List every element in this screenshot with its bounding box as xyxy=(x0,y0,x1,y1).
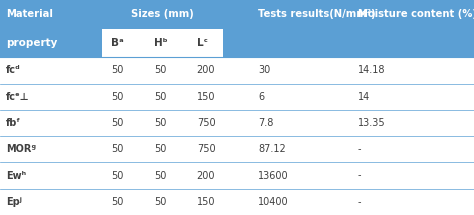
Text: property: property xyxy=(6,38,57,48)
Text: 50: 50 xyxy=(154,197,166,207)
Text: 10400: 10400 xyxy=(258,197,289,207)
Text: 50: 50 xyxy=(154,144,166,154)
Text: 14: 14 xyxy=(358,92,370,102)
Bar xyxy=(102,29,223,57)
Bar xyxy=(0,0,474,29)
Text: 87.12: 87.12 xyxy=(258,144,286,154)
Text: 13600: 13600 xyxy=(258,170,289,181)
Text: fcᵉ⊥: fcᵉ⊥ xyxy=(6,92,29,102)
Text: -: - xyxy=(358,170,361,181)
Text: Bᵃ: Bᵃ xyxy=(111,38,124,48)
Text: 50: 50 xyxy=(154,170,166,181)
Text: 50: 50 xyxy=(111,66,124,75)
Text: Hᵇ: Hᵇ xyxy=(154,38,168,48)
Text: -: - xyxy=(358,144,361,154)
Bar xyxy=(0,163,474,189)
Text: fbᶠ: fbᶠ xyxy=(6,118,21,128)
Text: 50: 50 xyxy=(111,144,124,154)
Text: 7.8: 7.8 xyxy=(258,118,273,128)
Bar xyxy=(0,110,474,136)
Text: 50: 50 xyxy=(154,66,166,75)
Text: 50: 50 xyxy=(154,92,166,102)
Bar xyxy=(0,29,474,57)
Text: 200: 200 xyxy=(197,66,215,75)
Text: Lᶜ: Lᶜ xyxy=(197,38,208,48)
Text: Epʲ: Epʲ xyxy=(6,197,21,207)
Text: Material: Material xyxy=(6,9,53,19)
Text: fcᵈ: fcᵈ xyxy=(6,66,20,75)
Text: 6: 6 xyxy=(258,92,264,102)
Text: Sizes (mm): Sizes (mm) xyxy=(131,9,194,19)
Text: 50: 50 xyxy=(111,92,124,102)
Bar xyxy=(0,189,474,215)
Text: 50: 50 xyxy=(154,118,166,128)
Text: MORᵍ: MORᵍ xyxy=(6,144,36,154)
Text: 30: 30 xyxy=(258,66,271,75)
Text: -: - xyxy=(358,197,361,207)
Text: 13.35: 13.35 xyxy=(358,118,385,128)
Text: Ewʰ: Ewʰ xyxy=(6,170,26,181)
Text: 50: 50 xyxy=(111,197,124,207)
Text: 200: 200 xyxy=(197,170,215,181)
Text: 150: 150 xyxy=(197,197,215,207)
Text: 750: 750 xyxy=(197,118,215,128)
Text: Moisture content (%): Moisture content (%) xyxy=(358,9,474,19)
Text: 750: 750 xyxy=(197,144,215,154)
Text: 50: 50 xyxy=(111,118,124,128)
Bar xyxy=(0,57,474,84)
Text: 150: 150 xyxy=(197,92,215,102)
Text: 50: 50 xyxy=(111,170,124,181)
Text: 14.18: 14.18 xyxy=(358,66,385,75)
Bar xyxy=(0,84,474,110)
Text: Tests results(N/mm²): Tests results(N/mm²) xyxy=(258,9,376,19)
Bar xyxy=(0,136,474,163)
